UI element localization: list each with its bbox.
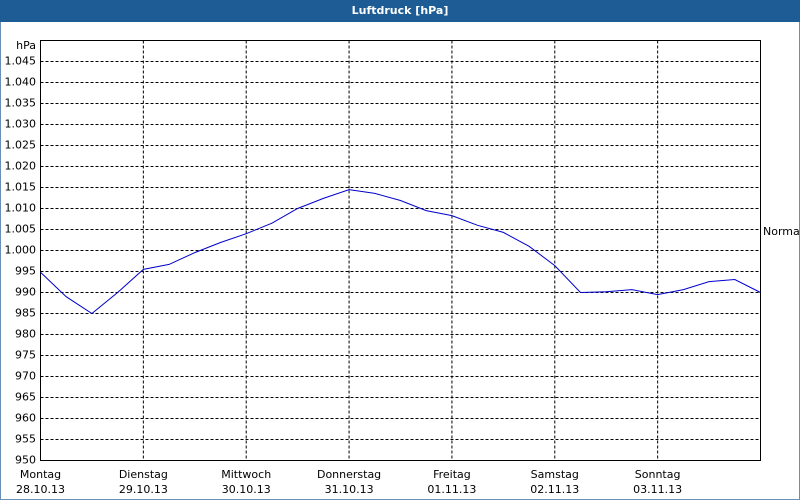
x-tick-date: 01.11.13 — [427, 483, 476, 496]
y-tick-label: 1.020 — [5, 160, 37, 173]
y-tick-label: 955 — [15, 433, 36, 446]
data-line — [40, 189, 761, 315]
x-tick-date: 30.10.13 — [222, 483, 271, 496]
x-tick-label: Samstag — [531, 468, 579, 481]
y-tick-label: 1.005 — [5, 223, 37, 236]
reference-label: Normal — [763, 225, 800, 238]
x-tick-date: 03.11.13 — [633, 483, 682, 496]
y-tick-label: 1.035 — [5, 97, 37, 110]
x-tick-label: Dienstag — [119, 468, 168, 481]
y-unit: hPa — [16, 39, 36, 52]
y-tick-label: 965 — [15, 391, 36, 404]
x-tick-label: Mittwoch — [221, 468, 271, 481]
y-tick-label: 1.025 — [5, 139, 37, 152]
y-tick-label: 1.030 — [5, 118, 37, 131]
y-tick-label: 1.015 — [5, 181, 37, 194]
y-tick-label: 1.045 — [5, 55, 37, 68]
x-tick-label: Sonntag — [635, 468, 681, 481]
y-tick-label: 985 — [15, 307, 36, 320]
chart-title: Luftdruck [hPa] — [352, 4, 449, 17]
y-tick-label: 950 — [15, 454, 36, 467]
y-tick-label: 1.010 — [5, 202, 37, 215]
x-tick-label: Donnerstag — [317, 468, 381, 481]
title-bar — [0, 0, 800, 22]
y-tick-label: 975 — [15, 349, 36, 362]
y-tick-label: 970 — [15, 370, 36, 383]
x-tick-date: 31.10.13 — [325, 483, 374, 496]
x-tick-label: Montag — [20, 468, 61, 481]
y-tick-label: 990 — [15, 286, 36, 299]
y-tick-label: 980 — [15, 328, 36, 341]
x-tick-date: 28.10.13 — [16, 483, 65, 496]
y-tick-label: 960 — [15, 412, 36, 425]
x-tick-date: 02.11.13 — [530, 483, 579, 496]
y-tick-label: 1.040 — [5, 76, 37, 89]
y-tick-label: 1.000 — [5, 244, 37, 257]
x-tick-date: 29.10.13 — [119, 483, 168, 496]
y-tick-label: 995 — [15, 265, 36, 278]
x-tick-label: Freitag — [433, 468, 471, 481]
